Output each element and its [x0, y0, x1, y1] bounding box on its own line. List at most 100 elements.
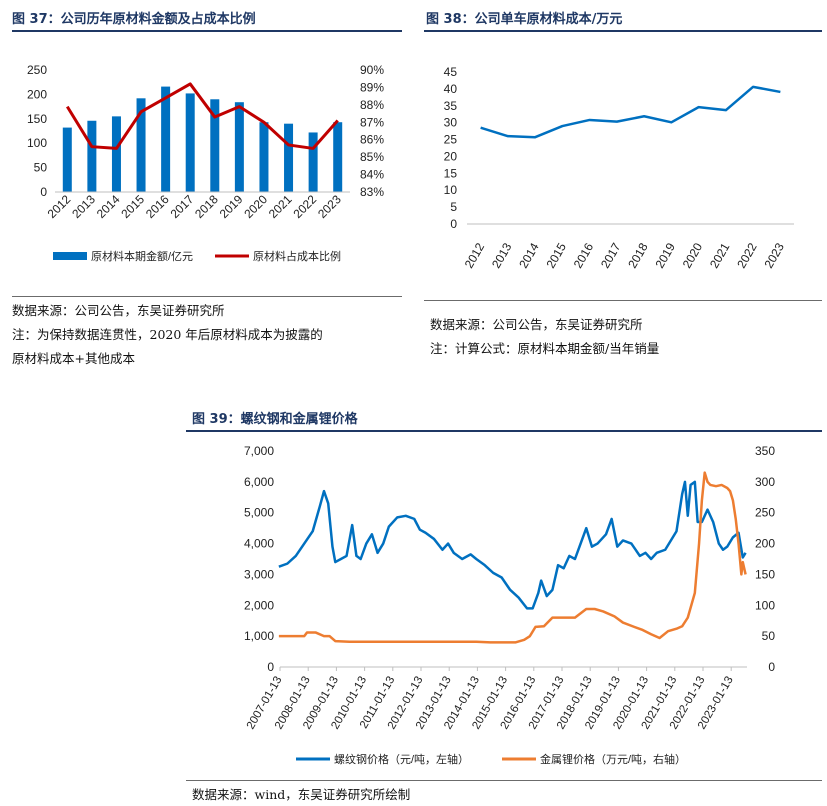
y-tick-label: 10 — [444, 183, 458, 197]
fig38-note: 注：计算公式：原材料本期金额/当年销量 — [430, 341, 660, 356]
x-tick-label: 2017 — [598, 240, 624, 270]
y-tick-label: 40 — [444, 82, 458, 96]
x-tick-label: 2019 — [652, 240, 678, 270]
fig39-legend: 螺纹钢价格（元/吨，左轴） 金属锂价格（万元/吨，右轴） — [296, 752, 686, 766]
y-right-tick-label: 84% — [360, 168, 384, 182]
x-tick-label: 2014 — [94, 192, 123, 221]
y-tick-label: 0 — [450, 217, 457, 231]
y-left-tick-label: 3,000 — [244, 567, 274, 581]
y-left-tick-label: 6,000 — [244, 475, 274, 489]
fig37-bars — [62, 86, 343, 192]
fig39-steel-line — [278, 480, 747, 610]
y-left-tick-label: 200 — [27, 87, 47, 101]
bar — [333, 122, 343, 192]
y-left-tick-label: 7,000 — [244, 444, 274, 458]
x-tick-label: 2018 — [192, 192, 221, 221]
legend-lithium-label: 金属锂价格（万元/吨，右轴） — [540, 752, 686, 766]
bar — [234, 102, 244, 192]
y-right-tick-label: 89% — [360, 80, 384, 94]
x-tick-label: 2020 — [241, 192, 270, 221]
y-left-tick-label: 0 — [267, 660, 274, 674]
bar — [136, 98, 146, 192]
x-tick-label: 2012 — [45, 192, 74, 221]
fig37-source: 数据来源：公司公告，东吴证券研究所 — [12, 303, 225, 318]
series-line-rebar — [278, 480, 747, 610]
y-right-tick-label: 250 — [755, 506, 775, 520]
fig37-axes: 0 50 100 150 200 250 83% 84% 85% 86% 87% 88% 89% 90% 2… — [27, 63, 384, 221]
x-tick-label: 2018 — [625, 240, 651, 270]
x-tick-label: 2014 — [516, 240, 542, 270]
x-tick-label: 2023 — [761, 240, 787, 270]
y-left-tick-label: 1,000 — [244, 629, 274, 643]
fig39-title: 图 39：螺纹钢和金属锂价格 — [192, 412, 358, 427]
y-left-tick-label: 150 — [27, 112, 47, 126]
series-line-unit-cost — [480, 85, 781, 139]
y-right-tick-label: 300 — [755, 475, 775, 489]
series-line-ratio — [66, 82, 339, 150]
fig39-chart: 0 1,000 2,000 3,000 4,000 5,000 6,000 7,000 0 50 1… — [244, 444, 776, 766]
bar — [87, 120, 97, 192]
fig38-line — [480, 85, 781, 139]
fig37-title: 图 37：公司历年原材料金额及占成本比例 — [12, 12, 256, 27]
x-tick-label: 2013 — [489, 240, 515, 270]
x-tick-label: 2013 — [69, 192, 98, 221]
fig39-lithium-line — [278, 471, 747, 644]
legend-steel-label: 螺纹钢价格（元/吨，左轴） — [334, 752, 469, 766]
y-right-tick-label: 90% — [360, 63, 384, 77]
fig37-chart: 0 50 100 150 200 250 83% 84% 85% 86% 87% 88% 89% 90% 2… — [27, 63, 384, 263]
y-tick-label: 20 — [444, 149, 458, 163]
y-right-tick-label: 200 — [755, 537, 775, 551]
x-tick-label: 2022 — [290, 192, 319, 221]
fig37-source-rule — [12, 296, 402, 297]
y-left-tick-label: 0 — [40, 185, 47, 199]
bar — [185, 93, 195, 192]
x-tick-label: 2021 — [707, 240, 733, 270]
x-tick-label: 2015 — [118, 192, 147, 221]
bar — [210, 99, 220, 192]
x-tick-label: 2012 — [462, 240, 488, 270]
fig37-note-line2: 原材料成本+其他成本 — [12, 351, 135, 366]
y-tick-label: 45 — [444, 65, 458, 79]
fig38-title-rule — [424, 30, 822, 32]
y-right-tick-label: 88% — [360, 98, 384, 112]
y-tick-label: 5 — [450, 200, 457, 214]
fig37-line — [66, 82, 339, 150]
fig39-source-rule — [186, 780, 822, 781]
y-tick-label: 30 — [444, 116, 458, 130]
fig38-title: 图 38：公司单车原材料成本/万元 — [426, 12, 623, 27]
y-left-tick-label: 4,000 — [244, 537, 274, 551]
y-right-tick-label: 150 — [755, 567, 775, 581]
series-line-lithium — [278, 471, 747, 644]
fig37-note-line1: 注：为保持数据连贯性，2020 年后原材料成本为披露的 — [12, 327, 323, 342]
y-left-tick-label: 100 — [27, 136, 47, 150]
bar — [259, 122, 269, 192]
y-right-tick-label: 0 — [768, 660, 775, 674]
y-right-tick-label: 50 — [762, 629, 776, 643]
fig39-title-rule — [186, 430, 822, 432]
x-tick-label: 2023 — [315, 192, 344, 221]
y-right-tick-label: 83% — [360, 185, 384, 199]
y-left-tick-label: 2,000 — [244, 598, 274, 612]
fig37-title-rule — [12, 30, 402, 32]
x-tick-label: 2019 — [217, 192, 246, 221]
y-left-tick-label: 250 — [27, 63, 47, 77]
bar — [62, 127, 72, 192]
y-right-tick-label: 86% — [360, 133, 384, 147]
bar — [161, 86, 171, 192]
x-tick-label: 2017 — [168, 192, 197, 221]
x-tick-label: 2022 — [734, 240, 760, 270]
bar — [111, 116, 121, 192]
y-left-tick-label: 5,000 — [244, 506, 274, 520]
x-tick-label: 2020 — [680, 240, 706, 270]
legend-line-label: 原材料占成本比例 — [253, 249, 341, 263]
y-right-tick-label: 87% — [360, 115, 384, 129]
y-right-tick-label: 85% — [360, 150, 384, 164]
y-left-tick-label: 50 — [34, 161, 48, 175]
y-tick-label: 15 — [444, 166, 458, 180]
legend-bar-label: 原材料本期金额/亿元 — [91, 249, 193, 263]
x-tick-label: 2021 — [266, 192, 295, 221]
x-tick-label: 2015 — [543, 240, 569, 270]
y-right-tick-label: 100 — [755, 598, 775, 612]
fig38-source-rule — [424, 300, 822, 301]
